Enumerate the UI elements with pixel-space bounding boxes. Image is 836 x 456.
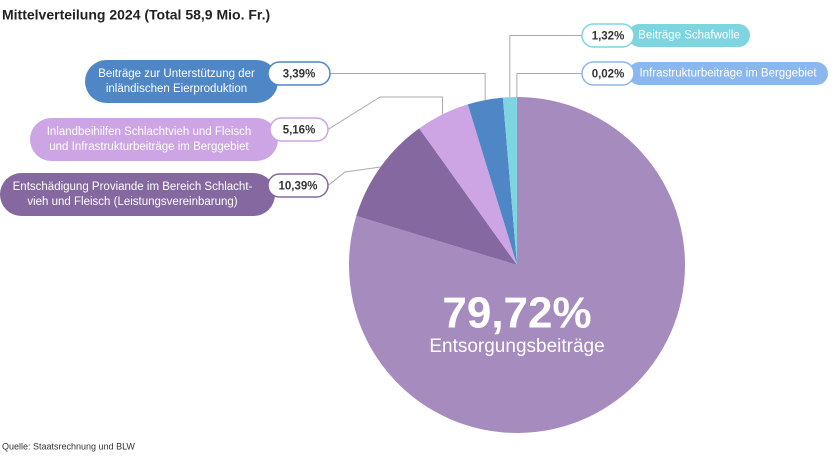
- category-label: Entsorgungsbeiträge: [429, 336, 604, 357]
- category-line: vieh und Fleisch (Leistungsvereinbarung): [27, 196, 237, 208]
- value-label: 79,72%: [442, 289, 591, 338]
- value-label: 1,32%: [592, 31, 625, 43]
- category-label: Infrastrukturbeiträge im Berggebiet: [639, 68, 817, 80]
- category-line: Beiträge zur Unterstützung der: [98, 68, 255, 80]
- category-line: Beiträge Schafwolle: [638, 30, 740, 42]
- category-line: Inlandbeihilfen Schlachtvieh und Fleisch: [47, 126, 252, 138]
- category-line: und Infrastrukturbeiträge im Berggebiet: [49, 141, 249, 153]
- source: Quelle: Staatsrechnung und BLW: [2, 441, 135, 451]
- category-line: Infrastrukturbeiträge im Berggebiet: [639, 68, 817, 80]
- leader-line: [330, 74, 485, 101]
- category-line: Entschädigung Proviande im Bereich Schla…: [13, 181, 253, 193]
- category-label: Beiträge Schafwolle: [638, 30, 740, 42]
- label-pill: [30, 118, 278, 161]
- category-line: inländischen Eierproduktion: [106, 83, 247, 95]
- value-label: 5,16%: [283, 125, 316, 137]
- value-label: 0,02%: [592, 69, 625, 81]
- label-pill: [0, 173, 275, 216]
- label-pill: [85, 60, 278, 103]
- value-label: 10,39%: [278, 181, 317, 193]
- leader-line: [517, 74, 582, 98]
- chart-title: Mittelverteilung 2024 (Total 58,9 Mio. F…: [2, 7, 270, 23]
- value-label: 3,39%: [283, 69, 316, 81]
- leader-line: [510, 36, 582, 98]
